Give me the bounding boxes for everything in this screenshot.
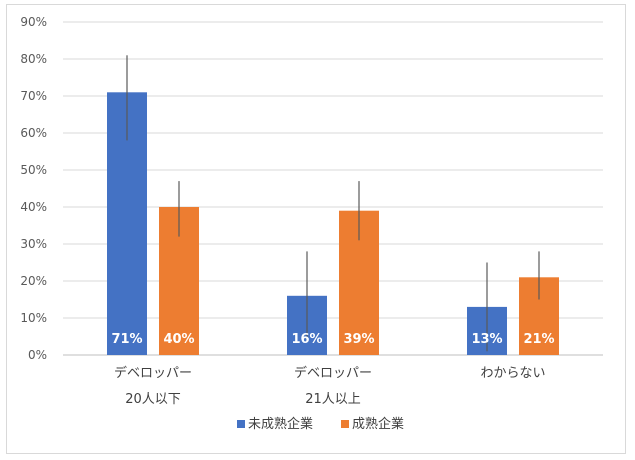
y-tick-label: 50% <box>20 163 47 177</box>
x-axis-categories: デベロッパー 20人以下 デベロッパー 21人以上 わからない <box>114 365 546 407</box>
x-category-label: デベロッパー <box>114 365 192 381</box>
y-tick-label: 70% <box>20 89 47 103</box>
bars <box>107 92 559 356</box>
data-label: 21% <box>523 332 554 347</box>
y-tick-label: 30% <box>20 237 47 251</box>
x-category-label: 21人以上 <box>305 392 361 407</box>
legend-label: 未成熟企業 <box>248 416 313 432</box>
error-bars <box>126 55 540 352</box>
y-tick-label: 0% <box>28 348 47 362</box>
y-tick-label: 20% <box>20 274 47 288</box>
data-label: 16% <box>291 332 322 347</box>
data-label: 71% <box>111 332 142 347</box>
gridlines <box>63 21 603 356</box>
data-label: 39% <box>343 332 374 347</box>
y-tick-label: 60% <box>20 126 47 140</box>
y-tick-label: 90% <box>20 15 47 29</box>
legend-label: 成熟企業 <box>352 416 404 432</box>
x-category-label: デベロッパー <box>294 365 372 381</box>
data-label: 40% <box>163 332 194 347</box>
data-label: 13% <box>471 332 502 347</box>
x-category-label: わからない <box>480 366 545 381</box>
legend-swatch <box>341 420 349 428</box>
data-labels: 71% 40% 16% 39% 13% 21% <box>111 332 554 347</box>
legend: 未成熟企業 成熟企業 <box>237 416 404 432</box>
x-category-label: 20人以下 <box>125 392 181 407</box>
y-tick-label: 80% <box>20 52 47 66</box>
legend-swatch <box>237 420 245 428</box>
y-tick-label: 10% <box>20 311 47 325</box>
y-axis-ticks: 0% 10% 20% 30% 40% 50% 60% 70% 80% 90% <box>20 15 47 362</box>
y-tick-label: 40% <box>20 200 47 214</box>
